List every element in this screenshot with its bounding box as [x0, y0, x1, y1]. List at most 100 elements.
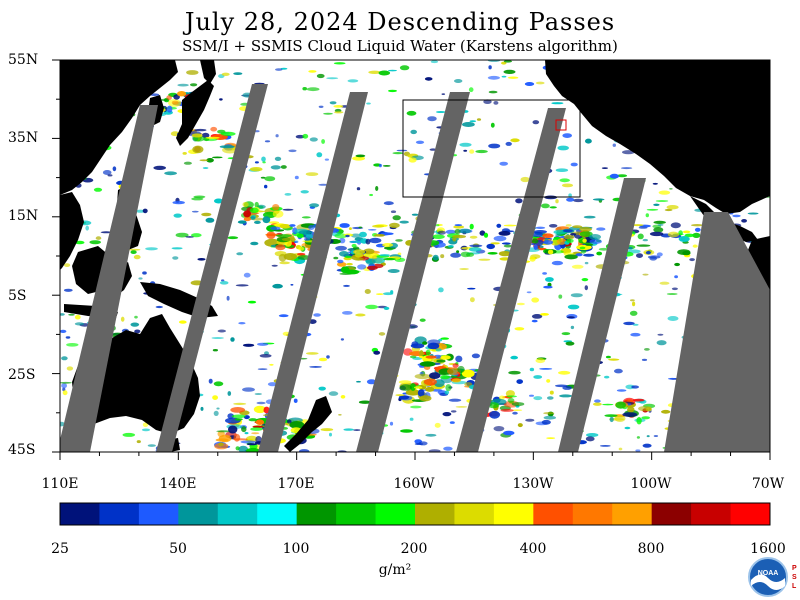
cloud-patch [637, 233, 644, 240]
cloud-patch [535, 81, 545, 85]
cloud-patch [318, 357, 328, 362]
cloud-patch [483, 99, 492, 104]
cloud-patch [246, 443, 257, 446]
cloud-patch [175, 232, 189, 238]
cloud-patch [583, 253, 595, 257]
cloud-patch [469, 120, 477, 123]
cloud-patch [241, 426, 247, 433]
cloud-patch [282, 208, 294, 211]
map-title: July 28, 2024 Descending Passes [184, 8, 616, 36]
cloud-patch [646, 208, 659, 211]
cloud-patch [363, 248, 375, 255]
cloud-patch [531, 314, 543, 319]
cloud-patch [382, 292, 394, 296]
cloud-patch [471, 353, 480, 359]
cloud-patch [566, 197, 575, 202]
lon-label-130w: 130W [512, 476, 554, 492]
cloud-patch [567, 304, 580, 310]
cloud-patch [205, 136, 220, 139]
cloud-patch [298, 246, 305, 251]
cloud-patch [510, 138, 520, 143]
lon-label-160w: 160W [393, 476, 435, 492]
cloud-patch [533, 230, 547, 234]
cloud-patch [598, 247, 610, 251]
cloud-patch [462, 122, 475, 127]
cloud-patch [263, 406, 270, 414]
cloud-patch [579, 227, 592, 232]
cloud-patch [305, 234, 313, 239]
cloud-patch [218, 442, 224, 447]
cloud-patch [667, 316, 679, 321]
cloud-patch [216, 430, 231, 433]
cloud-patch [191, 210, 199, 213]
cloud-patch [286, 419, 292, 424]
cloud-patch [63, 288, 73, 292]
cloud-patch [493, 426, 505, 432]
cloud-patch [250, 241, 259, 246]
cloud-patch [164, 171, 178, 176]
cloud-patch [516, 302, 525, 306]
cloud-patch [399, 384, 412, 391]
colorbar-swatch [493, 503, 534, 525]
cloud-patch [425, 349, 431, 356]
cloud-patch [593, 402, 602, 406]
cloud-patch [355, 154, 366, 158]
cloud-patch [542, 233, 554, 238]
cloud-patch [458, 228, 472, 234]
cloud-patch [670, 222, 681, 229]
cloud-patch [208, 378, 213, 384]
cloud-patch [309, 366, 322, 368]
cloud-patch [422, 341, 428, 345]
cloud-patch [256, 401, 266, 405]
cloud-patch [153, 165, 166, 170]
cloud-patch [440, 254, 445, 259]
cloud-patch [419, 350, 424, 357]
cloud-patch [615, 401, 626, 409]
cloud-patch [399, 65, 410, 71]
cloud-patch [89, 240, 101, 245]
cloud-patch [191, 233, 202, 238]
cloud-patch [212, 395, 219, 400]
cloud-patch [197, 258, 206, 261]
cloud-patch [306, 352, 319, 355]
cloud-patch [240, 440, 257, 444]
cloud-patch [305, 172, 319, 177]
cloud-patch [61, 356, 68, 361]
cloud-patch [185, 236, 195, 238]
cloud-patch [541, 203, 550, 209]
cloud-patch [249, 167, 263, 172]
cloud-patch [448, 398, 462, 402]
land-cuba [716, 186, 760, 198]
cloud-patch [396, 149, 408, 152]
cloud-patch [238, 322, 246, 325]
cloud-patch [352, 156, 366, 161]
cloud-patch [136, 209, 145, 213]
cloud-patch [235, 284, 249, 287]
cloud-patch [493, 101, 499, 105]
cloud-patch [333, 62, 346, 65]
cloud-patch [559, 178, 570, 183]
cloud-patch [272, 210, 284, 218]
cloud-patch [570, 162, 578, 167]
colorbar-swatch [454, 503, 495, 525]
cloud-patch [255, 419, 265, 426]
cloud-patch [260, 176, 266, 179]
colorbar [59, 502, 771, 526]
cloud-patch [496, 223, 502, 228]
cloud-patch [62, 390, 68, 396]
colorbar-label-1600: 1600 [750, 541, 786, 557]
cloud-patch [641, 358, 648, 361]
cloud-patch [604, 414, 618, 417]
cloud-patch [623, 321, 635, 326]
cloud-patch [636, 417, 642, 425]
cloud-patch [343, 428, 355, 431]
colorbar-swatch [60, 503, 100, 525]
lon-label-170e: 170E [277, 476, 315, 492]
cloud-patch [642, 238, 648, 242]
cloud-patch [594, 399, 601, 403]
cloud-patch [596, 227, 606, 231]
cloud-patch [487, 252, 498, 255]
cloud-patch [313, 313, 321, 317]
land-north-america [545, 60, 770, 214]
